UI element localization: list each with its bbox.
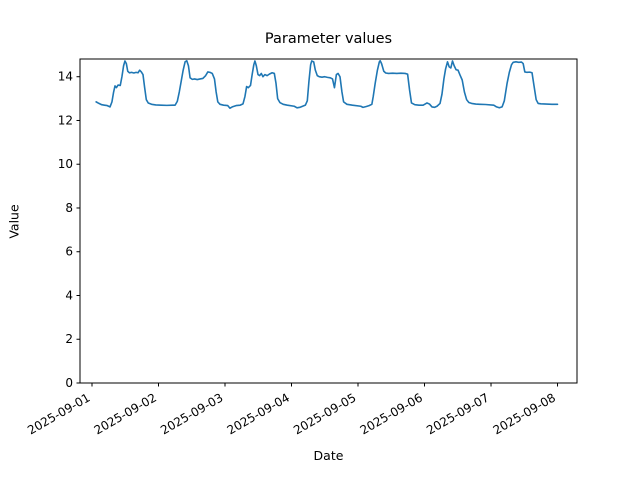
y-tick-label: 2 <box>65 332 73 346</box>
x-tick-label: 2025-09-03 <box>158 390 225 437</box>
data-line <box>95 59 559 110</box>
x-tick-label: 2025-09-05 <box>291 390 358 437</box>
y-tick-label: 14 <box>58 70 73 84</box>
x-axis-label: Date <box>313 448 344 463</box>
x-tick-label: 2025-09-02 <box>92 390 159 437</box>
y-tick-label: 12 <box>58 113 73 127</box>
x-tick-label: 2025-09-07 <box>424 390 491 437</box>
x-tick-label: 2025-09-01 <box>25 390 92 437</box>
y-tick-label: 0 <box>65 376 73 390</box>
x-tick-label: 2025-09-06 <box>358 390 425 437</box>
y-axis-label: Value <box>6 204 22 239</box>
chart-title: Parameter values <box>264 31 393 47</box>
y-tick-label: 6 <box>65 245 73 259</box>
x-tick-label: 2025-09-04 <box>225 390 292 437</box>
axes-frame <box>79 58 578 384</box>
y-tick-label: 8 <box>65 201 73 215</box>
y-tick-label: 4 <box>65 288 73 302</box>
x-tick-label: 2025-09-08 <box>491 390 558 437</box>
y-tick-label: 10 <box>58 157 73 171</box>
